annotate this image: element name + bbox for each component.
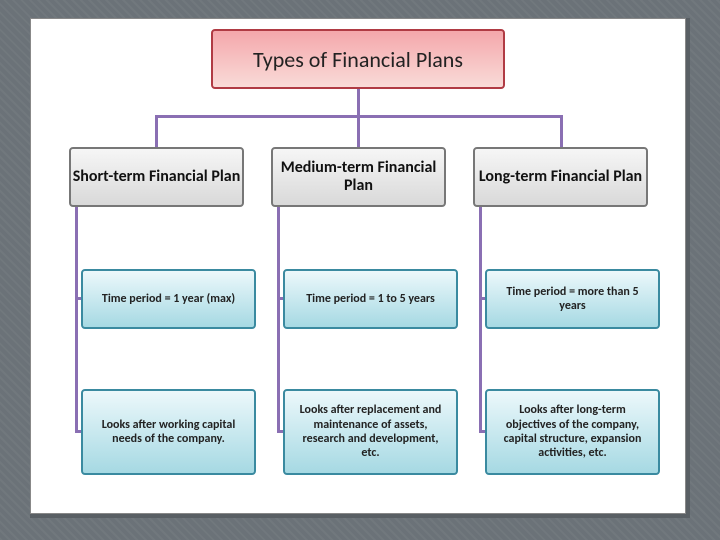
leaf-text: Time period = 1 year (max) [102, 292, 235, 306]
leaf-box: Time period = more than 5 years [485, 269, 660, 329]
category-box-medium-term: Medium-term Financial Plan [271, 147, 446, 207]
leaf-box: Time period = 1 year (max) [81, 269, 256, 329]
title-box: Types of Financial Plans [211, 29, 505, 89]
connector [277, 207, 280, 433]
connector [357, 89, 360, 117]
leaf-text: Time period = 1 to 5 years [306, 292, 435, 306]
title-text: Types of Financial Plans [253, 46, 463, 73]
category-label: Medium-term Financial Plan [273, 159, 444, 196]
leaf-box: Looks after long-term objectives of the … [485, 389, 660, 475]
category-label: Short-term Financial Plan [73, 168, 241, 186]
connector [479, 207, 482, 433]
slide-shadow: Types of Financial Plans Short-term Fina… [30, 18, 690, 518]
connector [155, 115, 158, 147]
connector [357, 115, 360, 147]
connector [560, 115, 563, 147]
leaf-box: Looks after working capital needs of the… [81, 389, 256, 475]
category-box-long-term: Long-term Financial Plan [473, 147, 648, 207]
leaf-text: Looks after replacement and maintenance … [293, 403, 448, 461]
category-label: Long-term Financial Plan [479, 168, 642, 186]
connector [75, 207, 78, 433]
leaf-box: Looks after replacement and maintenance … [283, 389, 458, 475]
category-box-short-term: Short-term Financial Plan [69, 147, 244, 207]
leaf-text: Time period = more than 5 years [495, 285, 650, 314]
leaf-box: Time period = 1 to 5 years [283, 269, 458, 329]
slide: Types of Financial Plans Short-term Fina… [30, 18, 686, 514]
leaf-text: Looks after working capital needs of the… [91, 418, 246, 447]
leaf-text: Looks after long-term objectives of the … [495, 403, 650, 461]
